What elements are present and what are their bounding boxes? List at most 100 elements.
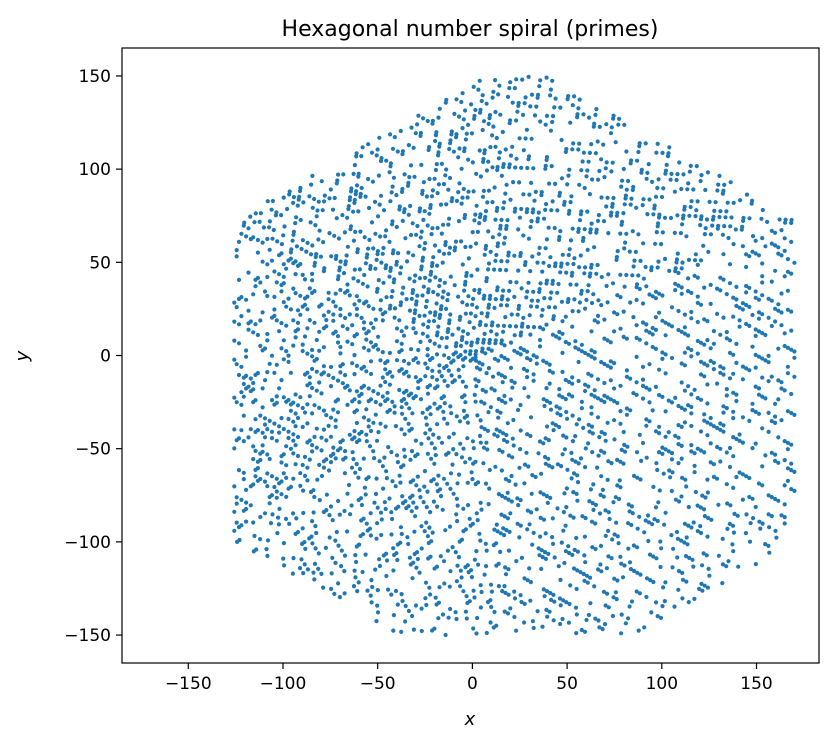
data-point: [595, 218, 601, 223]
data-point: [473, 377, 478, 382]
data-point: [357, 400, 362, 405]
data-point: [599, 195, 604, 200]
data-point: [489, 386, 494, 391]
data-point: [439, 231, 444, 236]
data-point: [335, 410, 341, 415]
data-point: [406, 180, 411, 185]
data-point: [597, 435, 602, 440]
data-point: [708, 301, 713, 306]
data-point: [460, 395, 465, 400]
data-point: [317, 304, 322, 309]
data-point: [756, 329, 762, 334]
data-point: [363, 492, 368, 497]
data-point: [558, 413, 563, 418]
data-point: [564, 600, 569, 605]
data-point: [427, 338, 433, 343]
data-point: [417, 276, 422, 281]
data-point: [253, 429, 258, 434]
data-point: [471, 446, 476, 451]
data-point: [478, 605, 483, 610]
data-point: [538, 515, 543, 521]
data-point: [522, 462, 528, 467]
data-point: [653, 346, 659, 351]
data-point: [508, 340, 514, 345]
data-point: [525, 527, 530, 532]
data-point: [692, 596, 697, 602]
data-point: [352, 267, 357, 272]
data-point: [546, 305, 552, 310]
data-point: [372, 199, 378, 204]
data-point: [599, 474, 604, 479]
data-point: [350, 342, 355, 347]
data-point: [234, 362, 239, 367]
data-point: [419, 441, 424, 446]
data-point: [767, 525, 772, 530]
data-point: [724, 209, 729, 214]
data-point: [478, 583, 483, 588]
data-point: [586, 422, 591, 427]
data-point: [566, 544, 571, 549]
data-point: [477, 221, 482, 226]
data-point: [486, 229, 491, 234]
data-point: [641, 241, 646, 246]
data-point: [718, 364, 723, 369]
data-point: [428, 509, 433, 515]
data-point: [388, 303, 393, 308]
data-point: [547, 362, 552, 367]
data-point: [779, 380, 784, 385]
data-point: [498, 223, 503, 228]
data-point: [378, 193, 384, 198]
data-point: [731, 200, 736, 205]
data-point: [689, 411, 694, 416]
data-point: [425, 223, 430, 228]
data-point: [654, 150, 659, 155]
data-point: [606, 528, 611, 534]
data-point: [750, 344, 755, 349]
data-point: [394, 358, 400, 363]
data-point: [380, 318, 385, 323]
data-point: [507, 86, 512, 91]
data-point: [260, 443, 265, 448]
data-point: [575, 549, 581, 554]
data-point: [446, 292, 451, 297]
data-point: [371, 325, 376, 330]
data-point: [505, 490, 510, 495]
data-point: [499, 512, 504, 517]
data-point: [760, 375, 765, 380]
data-point: [373, 266, 378, 271]
data-point: [662, 215, 668, 220]
data-point: [516, 227, 521, 232]
data-point: [740, 244, 746, 249]
data-point: [766, 353, 771, 358]
data-point: [543, 436, 548, 441]
data-point: [660, 445, 665, 450]
data-point: [577, 218, 583, 223]
data-point: [398, 525, 403, 530]
data-point: [436, 435, 441, 440]
data-point: [561, 509, 567, 515]
data-point: [592, 318, 597, 323]
data-point: [394, 326, 400, 331]
data-point: [586, 352, 591, 357]
data-point: [335, 448, 341, 453]
data-point: [302, 410, 308, 415]
data-point: [695, 529, 700, 534]
data-point: [673, 281, 678, 286]
data-point: [545, 614, 550, 619]
data-point: [451, 352, 456, 357]
data-point: [356, 580, 361, 585]
data-point: [484, 548, 489, 553]
data-point: [612, 418, 617, 423]
data-point: [564, 505, 569, 510]
data-point: [616, 122, 621, 127]
data-point: [236, 296, 242, 302]
data-point: [604, 566, 610, 571]
data-point: [597, 511, 603, 516]
data-point: [463, 244, 468, 250]
data-point: [301, 571, 306, 576]
data-point: [508, 197, 513, 202]
data-point: [542, 550, 548, 555]
data-point: [789, 328, 794, 333]
data-point: [251, 457, 256, 462]
data-point: [493, 144, 498, 149]
